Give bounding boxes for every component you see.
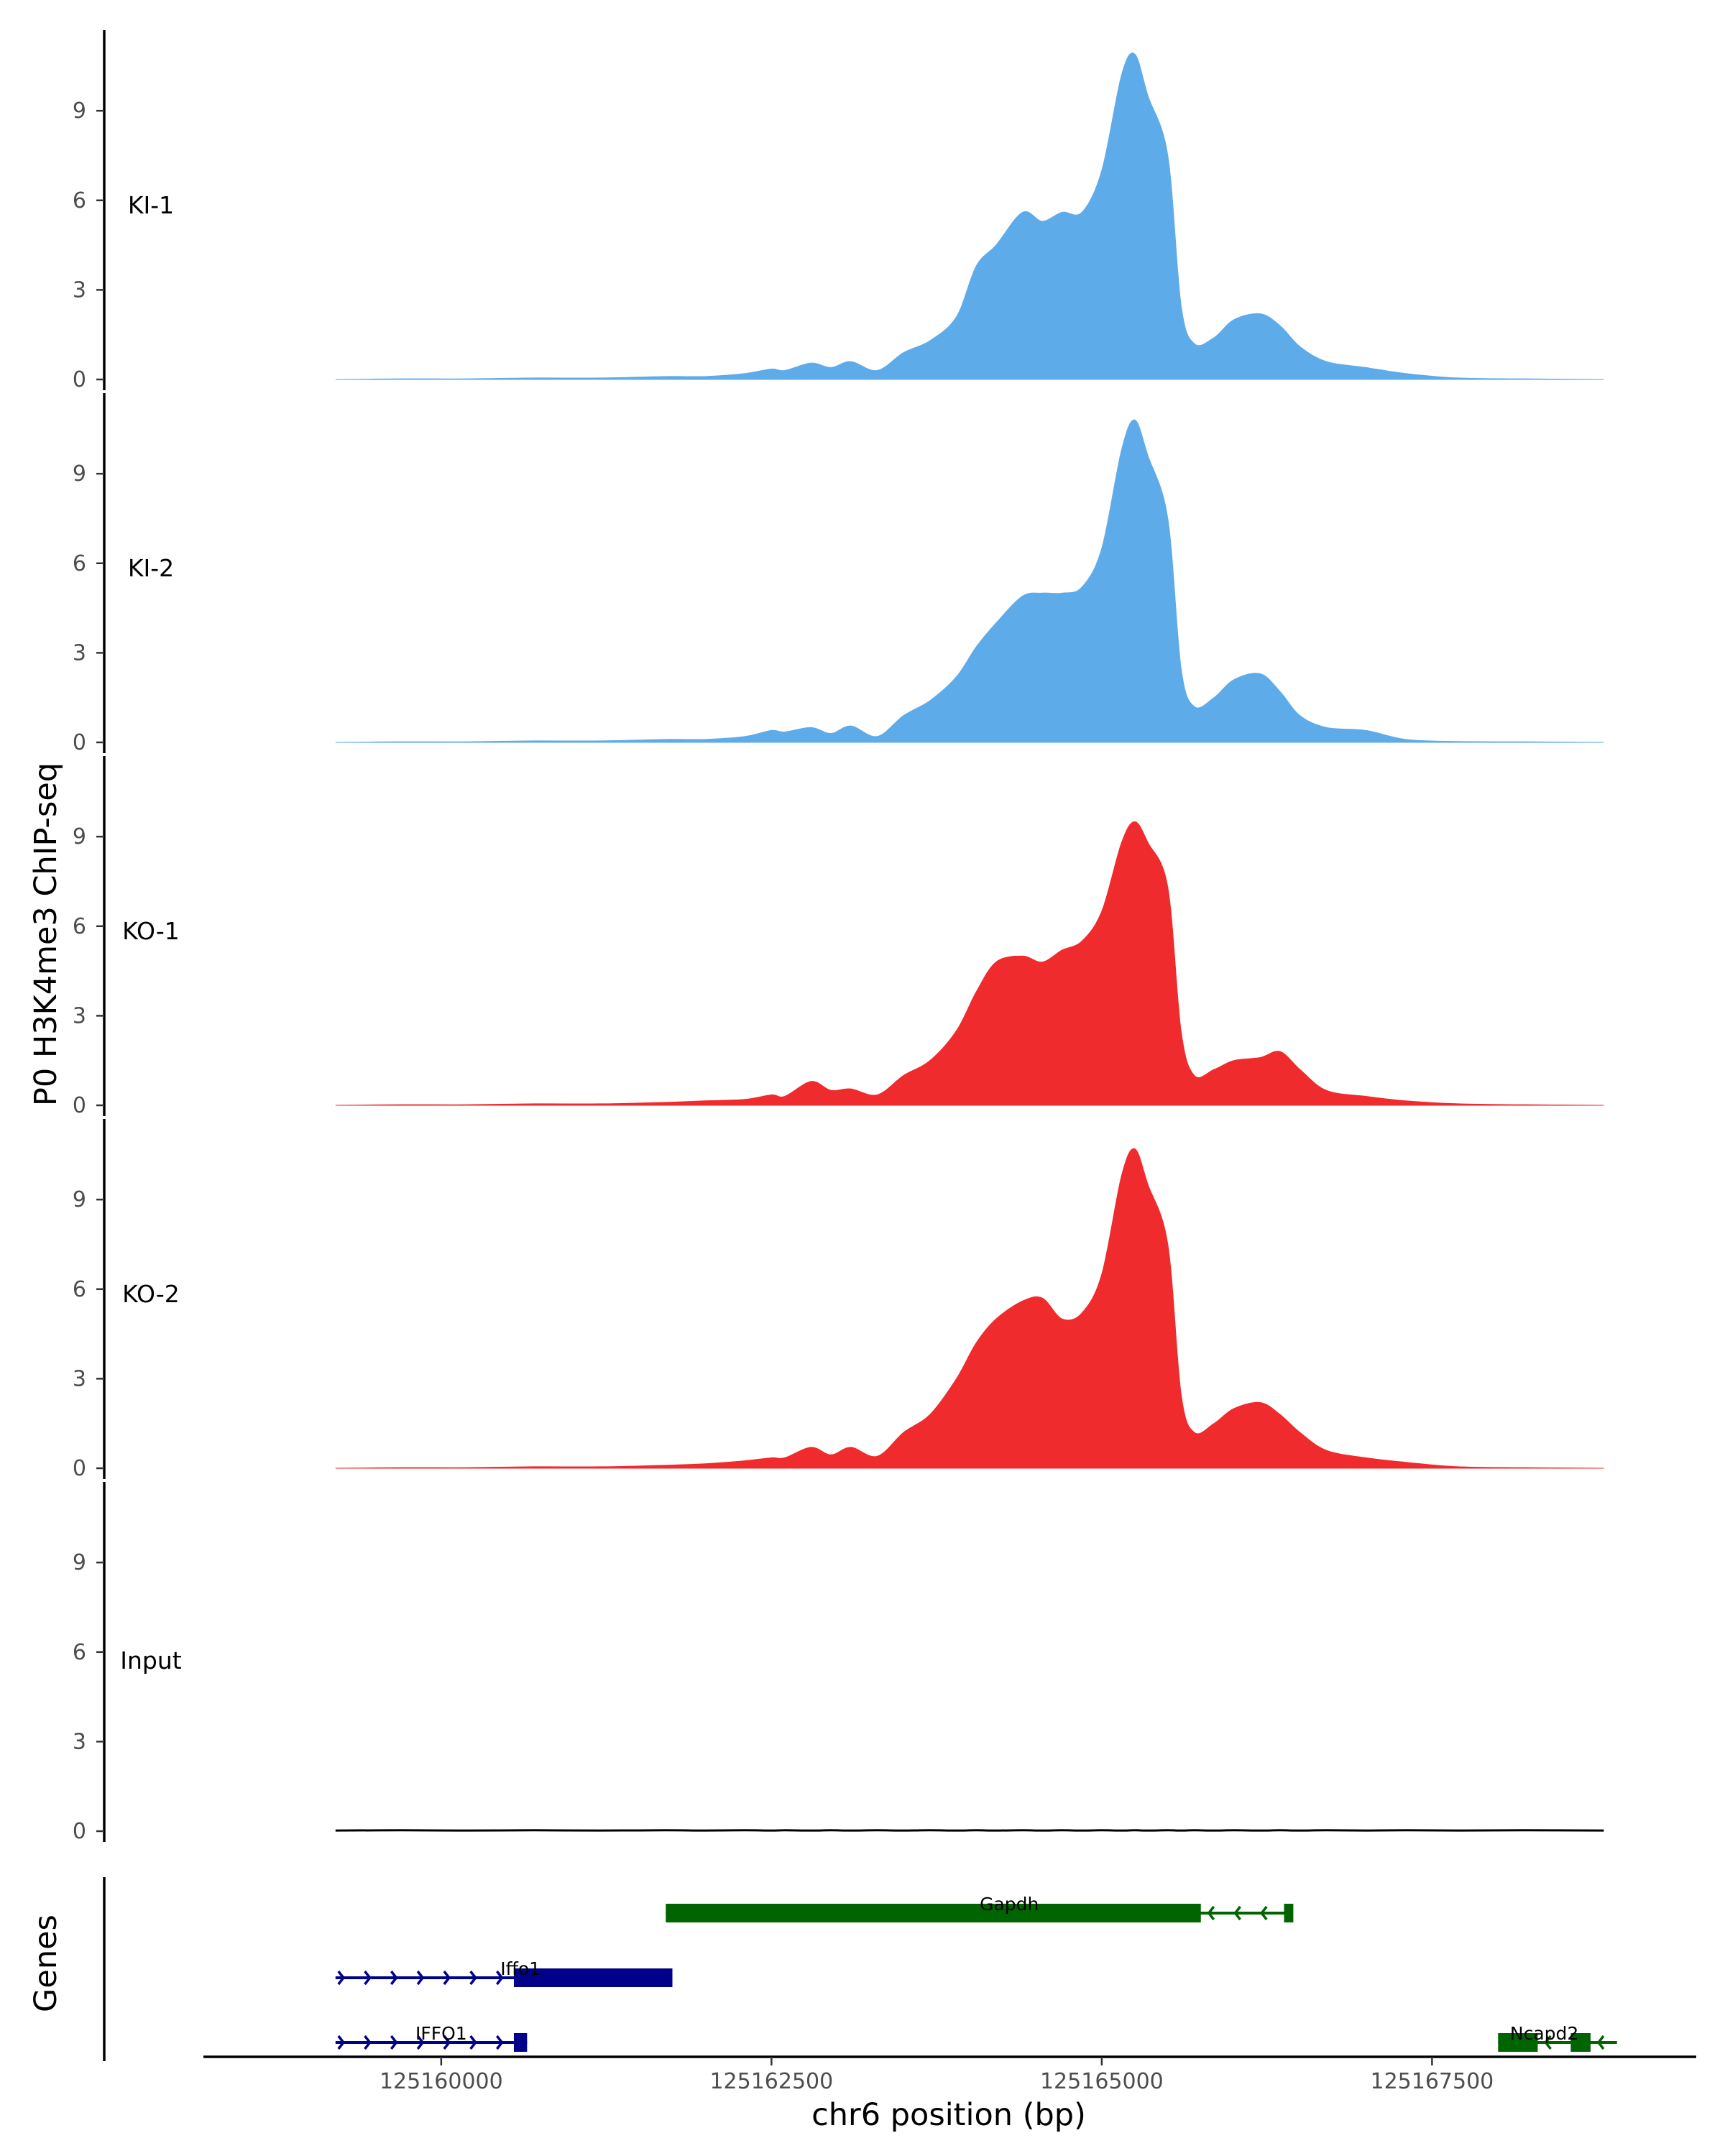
y-tick-label: 0 [73, 1093, 86, 1118]
gene-exon [666, 1904, 1201, 1922]
gene-label: Iffo1 [500, 1958, 540, 1979]
genes-axis-title: Genes [28, 1915, 64, 2012]
y-tick-label: 3 [73, 640, 86, 665]
gene-label: Ncapd2 [1510, 2023, 1578, 2044]
signal-area [335, 419, 1604, 743]
gene-exon [1498, 2033, 1538, 2052]
gene-iffo1: Iffo1 [335, 1958, 673, 1987]
strand-arrow [337, 2035, 346, 2050]
strand-arrow [364, 2035, 372, 2050]
x-axis-title: chr6 position (bp) [811, 2097, 1086, 2133]
strand-arrow [469, 1970, 477, 1986]
x-tick-label: 125160000 [380, 2069, 503, 2094]
gene-track: Gapdh Iffo1 IFFO1 Ncapd2 [103, 1877, 1617, 2061]
y-tick-label: 9 [73, 1550, 86, 1575]
strand-arrow [469, 2035, 477, 2050]
track-ki-2: 0 3 6 9 KI-2 [73, 393, 1604, 755]
strand-arrow [496, 1970, 504, 1986]
track-label: KI-2 [128, 554, 174, 582]
y-tick-label: 3 [73, 277, 86, 303]
signal-area [335, 821, 1604, 1106]
y-tick-label: 6 [73, 1277, 86, 1302]
gene-iffo1: IFFO1 [335, 2023, 528, 2052]
track-ki-1: 0 3 6 9 KI-1 [73, 30, 1604, 392]
track-ko-2: 0 3 6 9 KO-2 [73, 1119, 1604, 1481]
strand-arrow [443, 2035, 451, 2050]
strand-arrow [496, 2035, 504, 2050]
x-tick-label: 125167500 [1370, 2069, 1494, 2094]
strand-arrow [443, 1970, 451, 1986]
y-tick-label: 9 [73, 461, 86, 487]
x-axis: 125160000 125162500 125165000 125167500 [203, 2055, 1696, 2094]
y-tick-label: 6 [73, 188, 86, 213]
gene-exon [1284, 1904, 1294, 1922]
y-tick-label: 3 [73, 1366, 86, 1391]
signal-area [335, 52, 1604, 380]
strand-arrow [390, 1970, 398, 1986]
gene-exon [513, 2033, 528, 2052]
strand-arrow [1207, 1905, 1215, 1921]
strand-arrow [337, 1970, 346, 1986]
track-label: KO-1 [122, 917, 180, 945]
y-tick-label: 0 [73, 1819, 86, 1844]
track-ko-1: 0 3 6 9 KO-1 [73, 756, 1604, 1118]
y-tick-label: 6 [73, 551, 86, 576]
y-tick-label: 9 [73, 1187, 86, 1212]
strand-arrow [1544, 2035, 1552, 2050]
strand-arrow [364, 1970, 372, 1986]
track-input: 0 3 6 9 Input [73, 1482, 1604, 1844]
x-tick-label: 125162500 [709, 2069, 833, 2094]
gene-gapdh: Gapdh [666, 1894, 1294, 1922]
gene-ncapd2: Ncapd2 [1498, 2023, 1617, 2052]
strand-arrow [416, 1970, 425, 1986]
track-label: KI-1 [128, 191, 174, 219]
y-tick-label: 0 [73, 1456, 86, 1481]
gene-exon [1570, 2033, 1591, 2052]
gene-label: IFFO1 [415, 2023, 467, 2044]
strand-arrow [390, 2035, 398, 2050]
y-tick-label: 0 [73, 367, 86, 392]
y-axis-title: P0 H3K4me3 ChIP-seq [28, 763, 64, 1106]
y-tick-label: 9 [73, 98, 86, 124]
signal-area [335, 1148, 1604, 1469]
strand-arrow [1596, 2035, 1605, 2050]
y-tick-label: 3 [73, 1003, 86, 1028]
strand-arrow [1260, 1905, 1268, 1921]
track-label: KO-2 [122, 1280, 180, 1308]
gene-label: Gapdh [980, 1894, 1039, 1915]
x-tick-label: 125165000 [1040, 2069, 1164, 2094]
y-tick-label: 6 [73, 1640, 86, 1665]
strand-arrow [416, 2035, 425, 2050]
y-tick-label: 6 [73, 914, 86, 939]
y-tick-label: 0 [73, 730, 86, 755]
track-label: Input [120, 1646, 182, 1674]
y-tick-label: 9 [73, 824, 86, 849]
y-tick-label: 3 [73, 1729, 86, 1754]
signal-tracks: 0 3 6 9 KI-1 0 3 6 9 KI-2 0 3 6 9 KO-1 0 3 6 9 KO-2 0 3 6 9 Inpu… [73, 30, 1604, 1844]
gene-exon [513, 1968, 673, 1987]
strand-arrow [1233, 1905, 1241, 1921]
